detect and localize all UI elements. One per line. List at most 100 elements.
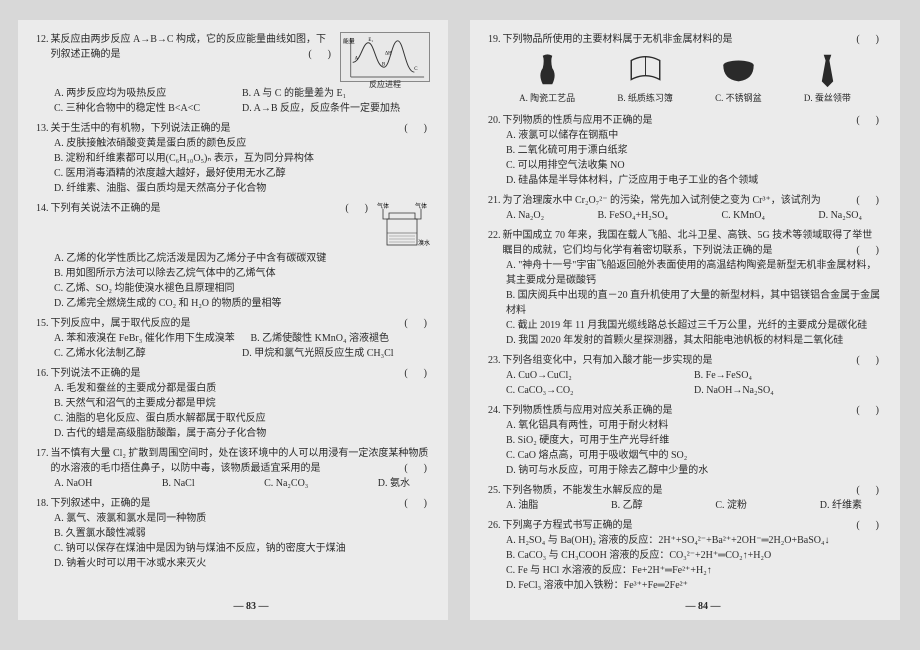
apparatus-figure: 气体 气体 溴水 [375,201,430,251]
q18-num: 18. [36,496,49,511]
q12-optA: A. 两步反应均为吸热反应 [54,86,226,101]
q19-imgD: D. 蚕丝领带 [804,51,851,106]
svg-text:E₁: E₁ [368,38,373,43]
svg-text:气体: 气体 [415,202,427,210]
q13-optB: B. 淀粉和纤维素都可以用(C₆H₁₀O₅)ₙ 表示，互为同分异构体 [54,151,430,166]
q19-imgA: A. 陶瓷工艺品 [519,51,575,106]
tie-icon [805,51,850,89]
q12-num: 12. [36,32,49,86]
page-number-left: — 83 — [36,599,466,614]
q16-optC: C. 油脂的皂化反应、蛋白质水解都属于取代反应 [54,411,430,426]
q18-optB: B. 久置氯水酸性减弱 [54,526,430,541]
q13-optC: C. 医用消毒酒精的浓度越大越好，最好使用无水乙醇 [54,166,430,181]
q19-imgB: B. 纸质练习簿 [617,51,673,106]
q17-optD: D. 氨水 [378,476,410,491]
q15-optD: D. 甲烷和氯气光照反应生成 CH₃Cl [242,346,414,361]
q20-num: 20. [488,113,501,128]
q16-optD: D. 古代的蜡是高级脂肪酸酯，属于高分子化合物 [54,426,430,441]
q16-optB: B. 天然气和沼气的主要成分都是甲烷 [54,396,430,411]
q22-optD: D. 我国 2020 年发射的首颗火星探测器，其太阳能电池帆板的材料是二氧化硅 [506,333,882,348]
q26-optA: A. H₂SO₄ 与 Ba(OH)₂ 溶液的反应：2H⁺+SO₄²⁻+Ba²⁺+… [506,533,882,548]
svg-text:溴水: 溴水 [418,239,430,247]
q24-optA: A. 氧化铝具有两性，可用于耐火材料 [506,418,882,433]
q14-optA: A. 乙烯的化学性质比乙烷活泼是因为乙烯分子中含有碳碳双键 [54,251,430,266]
question-25: 25. 下列各物质，不能发生水解反应的是( ) A. 油脂 B. 乙醇 C. 淀… [488,483,882,513]
page-left: 12. 能量 A B C E₁ ΔH 反应进程 [18,20,448,620]
q12-optD: D. A→B 反应，反应条件一定要加热 [242,101,414,116]
question-24: 24. 下列物质性质与应用对应关系正确的是( ) A. 氧化铝具有两性，可用于耐… [488,403,882,478]
q20-optB: B. 二氧化硫可用于漂白纸浆 [506,143,882,158]
question-15: 15. 下列反应中，属于取代反应的是( ) A. 苯和液溴在 FeBr₃ 催化作… [36,316,430,361]
q26-num: 26. [488,518,501,533]
svg-text:A: A [355,56,359,61]
q18-optA: A. 氯气、液氯和氯水是同一种物质 [54,511,430,526]
question-19: 19. 下列物品所使用的主要材料属于无机非金属材料的是( ) A. 陶瓷工艺品 … [488,32,882,108]
q15-optB: B. 乙烯使酸性 KMnO₄ 溶液褪色 [250,331,414,346]
question-21: 21. 为了治理废水中 Cr₂O₇²⁻ 的污染，常先加入试剂使之变为 Cr³⁺，… [488,193,882,223]
q25-num: 25. [488,483,501,498]
q24-optD: D. 钠可与水反应，可用于除去乙醇中少量的水 [506,463,882,478]
q26-optC: C. Fe 与 HCl 水溶液的反应：Fe+2H⁺═Fe²⁺+H₂↑ [506,563,882,578]
q12-optC: C. 三种化合物中的稳定性 B<A<C [54,101,226,116]
q23-optD: D. NaOH→Na₂SO₄ [694,383,866,398]
q15-optA: A. 苯和液溴在 FeBr₃ 催化作用下生成溴苯 [54,331,234,346]
q19-num: 19. [488,32,501,47]
q20-optD: D. 硅晶体是半导体材料，广泛应用于电子工业的各个领域 [506,173,882,188]
q26-optB: B. CaCO₃ 与 CH₃COOH 溶液的反应：CO₃²⁻+2H⁺═CO₂↑+… [506,548,882,563]
question-16: 16. 下列说法不正确的是( ) A. 毛发和蚕丝的主要成分都是蛋白质 B. 天… [36,366,430,441]
q21-optB: B. FeSO₄+H₂SO₄ [597,208,668,223]
q20-optC: C. 可以用排空气法收集 NO [506,158,882,173]
answer-bracket: ( ) [308,47,334,62]
q15-optC: C. 乙烯水化法制乙醇 [54,346,226,361]
q18-optC: C. 钠可以保存在煤油中是因为钠与煤油不反应，钠的密度大于煤油 [54,541,430,556]
q12-stem: 能量 A B C E₁ ΔH 反应进程 某反应由两步反应 A→B→C 构成，它的… [51,32,431,86]
q24-num: 24. [488,403,501,418]
q17-optB: B. NaCl [162,476,195,491]
q24-optB: B. SiO₂ 硬度大，可用于生产光导纤维 [506,433,882,448]
q14-optC: C. 乙烯、SO₂ 均能使溴水褪色且原理相同 [54,281,430,296]
q17-num: 17. [36,446,49,476]
q23-num: 23. [488,353,501,368]
q22-optA: A. "神舟十一号"宇宙飞船返回舱外表面使用的高温结构陶瓷是新型无机非金属材料，… [506,258,882,288]
q22-num: 22. [488,228,501,258]
q22-optB: B. 国庆阅兵中出现的直－20 直升机使用了大量的新型材料，其中铝镁铝合金属于金… [506,288,882,318]
q24-optC: C. CaO 熔点高，可用于吸收烟气中的 SO₂ [506,448,882,463]
question-22: 22. 新中国成立 70 年来，我国在载人飞船、北斗卫星、高铁、5G 技术等领域… [488,228,882,348]
q16-num: 16. [36,366,49,381]
page-number-right: — 84 — [488,599,918,614]
q15-num: 15. [36,316,49,331]
q23-optC: C. CaCO₃→CO₂ [506,383,678,398]
bowl-icon [716,51,761,89]
question-26: 26. 下列离子方程式书写正确的是( ) A. H₂SO₄ 与 Ba(OH)₂ … [488,518,882,593]
q17-optA: A. NaOH [54,476,92,491]
q13-optA: A. 皮肤接触浓硝酸变黄是蛋白质的颜色反应 [54,136,430,151]
question-23: 23. 下列各组变化中，只有加入酸才能一步实现的是( ) A. CuO→CuCl… [488,353,882,398]
book-icon [623,51,668,89]
svg-text:ΔH: ΔH [385,52,392,57]
q25-optA: A. 油脂 [506,498,538,513]
q21-num: 21. [488,193,501,208]
q19-imgC: C. 不锈钢盆 [715,51,762,106]
q21-optC: C. KMnO₄ [721,208,765,223]
q23-optA: A. CuO→CuCl₂ [506,368,678,383]
question-13: 13. 关于生活中的有机物，下列说法正确的是( ) A. 皮肤接触浓硝酸变黄是蛋… [36,121,430,196]
q13-optD: D. 纤维素、油脂、蛋白质均是天然高分子化合物 [54,181,430,196]
q14-optD: D. 乙烯完全燃烧生成的 CO₂ 和 H₂O 的物质的量相等 [54,296,430,311]
q14-optB: B. 用如图所示方法可以除去乙烷气体中的乙烯气体 [54,266,430,281]
svg-text:C: C [414,67,417,72]
question-17: 17. 当不慎有大量 Cl₂ 扩散到周围空间时，处在该环境中的人可以用浸有一定浓… [36,446,430,491]
q17-optC: C. Na₂CO₃ [264,476,308,491]
graph-y-label: 能量 [343,37,355,45]
q14-num: 14. [36,201,49,251]
question-18: 18. 下列叙述中，正确的是( ) A. 氯气、液氯和氯水是同一种物质 B. 久… [36,496,430,571]
vase-icon [525,51,570,89]
q21-optD: D. Na₂SO₄ [818,208,862,223]
q13-num: 13. [36,121,49,136]
energy-graph: 能量 A B C E₁ ΔH 反应进程 [340,32,430,82]
svg-text:气体: 气体 [377,202,389,210]
question-20: 20. 下列物质的性质与应用不正确的是( ) A. 液氯可以储存在钢瓶中 B. … [488,113,882,188]
q23-optB: B. Fe→FeSO₄ [694,368,866,383]
q21-optA: A. Na₂O₂ [506,208,544,223]
q22-optC: C. 截止 2019 年 11 月我国光缆线路总长超过三千万公里，光纤的主要成分… [506,318,882,333]
q25-optD: D. 纤维素 [820,498,862,513]
